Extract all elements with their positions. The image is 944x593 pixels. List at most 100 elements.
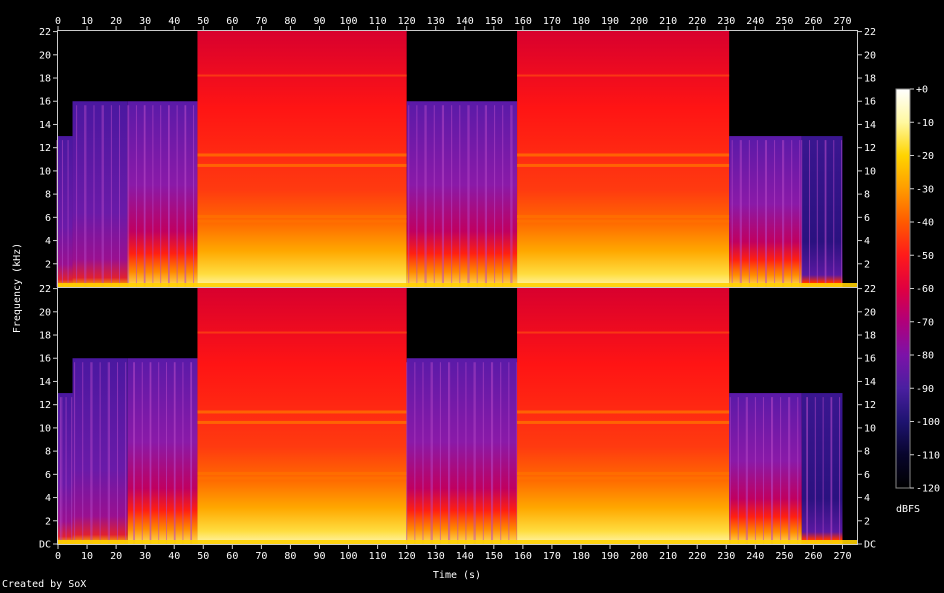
x-tick-label-top: 100 <box>340 16 358 27</box>
x-tick-label-bottom: 250 <box>775 551 793 562</box>
spectrum-segment <box>517 31 730 287</box>
y-tick-label-right: 12 <box>864 400 876 411</box>
harmonic-band <box>197 215 407 219</box>
x-tick-label-bottom: 230 <box>717 551 735 562</box>
x-tick-label-top: 0 <box>55 16 61 27</box>
x-tick-label-top: 150 <box>485 16 503 27</box>
colorbar-tick-label: -30 <box>916 184 934 195</box>
harmonic-band <box>517 472 730 476</box>
x-tick-label-bottom: 120 <box>398 551 416 562</box>
x-tick-label-bottom: 80 <box>284 551 296 562</box>
x-tick-label-top: 200 <box>630 16 648 27</box>
y-tick-label-left: 16 <box>39 354 51 365</box>
y-tick-label-left: 2 <box>45 259 51 270</box>
y-tick-label-left: 12 <box>39 143 51 154</box>
y-tick-label-right: 4 <box>864 493 870 504</box>
harmonic-band <box>197 476 407 480</box>
y-tick-label-right: 6 <box>864 213 870 224</box>
channel-2-plot <box>58 288 857 544</box>
x-tick-label-bottom: 140 <box>456 551 474 562</box>
harmonic-band <box>517 215 730 219</box>
x-tick-label-top: 230 <box>717 16 735 27</box>
x-tick-label-top: 160 <box>514 16 532 27</box>
harmonic-band <box>197 153 407 157</box>
x-tick-label-top: 40 <box>168 16 180 27</box>
x-tick-label-bottom: 240 <box>746 551 764 562</box>
colorbar-tick-label: -50 <box>916 251 934 262</box>
spectrum-segment <box>127 358 198 544</box>
x-tick-label-bottom: 30 <box>139 551 151 562</box>
x-tick-label-bottom: 260 <box>804 551 822 562</box>
y-tick-label-right: 10 <box>864 423 876 434</box>
y-tick-label-left: 8 <box>45 447 51 458</box>
y-tick-label-left: 20 <box>39 50 51 61</box>
x-tick-label-bottom: 60 <box>226 551 238 562</box>
harmonic-band <box>197 331 407 334</box>
x-tick-label-bottom: 180 <box>572 551 590 562</box>
colorbar-tick-label: -120 <box>916 484 940 495</box>
y-tick-label-left: 16 <box>39 97 51 108</box>
colorbar-tick-label: -60 <box>916 284 934 295</box>
y-tick-label-right: 6 <box>864 470 870 481</box>
x-tick-label-top: 50 <box>197 16 209 27</box>
colorbar-tick-label: -80 <box>916 351 934 362</box>
y-tick-label-left: 18 <box>39 331 51 342</box>
x-tick-label-bottom: 130 <box>427 551 445 562</box>
x-tick-label-top: 110 <box>369 16 387 27</box>
x-tick-label-bottom: 110 <box>369 551 387 562</box>
x-tick-label-bottom: 10 <box>81 551 93 562</box>
x-tick-label-bottom: 210 <box>659 551 677 562</box>
channel-1-plot <box>56 31 857 288</box>
bass-floor <box>58 283 857 287</box>
y-tick-label-left: 12 <box>39 400 51 411</box>
colorbar-tick-label: +0 <box>916 85 928 96</box>
y-tick-label-right: 2 <box>864 516 870 527</box>
spectrum-segment <box>197 31 407 287</box>
y-tick-label-right: 20 <box>864 307 876 318</box>
y-tick-label-right: 8 <box>864 447 870 458</box>
y-tick-label-right: 2 <box>864 259 870 270</box>
harmonic-band <box>517 153 730 157</box>
colorbar-tick-label: -70 <box>916 317 934 328</box>
x-tick-label-bottom: 100 <box>340 551 358 562</box>
y-tick-label-right: 22 <box>864 284 876 295</box>
y-tick-label-left: 2 <box>45 516 51 527</box>
x-tick-label-top: 130 <box>427 16 445 27</box>
x-tick-label-top: 190 <box>601 16 619 27</box>
harmonic-band <box>197 410 407 414</box>
y-axis-label: Frequency (kHz) <box>12 243 23 333</box>
colorbar: +0 -10 -20 -30 -40 -50 -60 -70 -80 -90 -100 -110 -12… <box>895 85 940 495</box>
x-tick-label-bottom: 50 <box>197 551 209 562</box>
bass-floor <box>58 540 857 544</box>
y-tick-label-right: 18 <box>864 331 876 342</box>
harmonic-band <box>517 410 730 414</box>
x-tick-label-top: 180 <box>572 16 590 27</box>
y-tick-label-right: 14 <box>864 120 876 131</box>
harmonic-band <box>517 476 730 480</box>
y-tick-label-left: 10 <box>39 166 51 177</box>
y-tick-label-right: 8 <box>864 190 870 201</box>
colorbar-gradient <box>895 88 911 489</box>
y-tick-label-right: 16 <box>864 354 876 365</box>
colorbar-tick-label: -100 <box>916 417 940 428</box>
y-tick-label-left: 22 <box>39 284 51 295</box>
spectrum-segment <box>801 136 843 287</box>
harmonic-band <box>197 163 407 167</box>
y-tick-label-left: 6 <box>45 470 51 481</box>
x-tick-label-bottom: 190 <box>601 551 619 562</box>
x-tick-label-bottom: 90 <box>313 551 325 562</box>
y-tick-label-right: 22 <box>864 27 876 38</box>
y-tick-label-left: 20 <box>39 307 51 318</box>
x-tick-label-bottom: 40 <box>168 551 180 562</box>
x-tick-label-bottom: 160 <box>514 551 532 562</box>
x-tick-label-top: 210 <box>659 16 677 27</box>
x-tick-label-bottom: 220 <box>688 551 706 562</box>
harmonic-band <box>517 331 730 334</box>
x-tick-label-top: 250 <box>775 16 793 27</box>
y-tick-label-right: 20 <box>864 50 876 61</box>
spectrum-segment <box>72 101 128 288</box>
y-tick-label-left: 18 <box>39 74 51 85</box>
spectrum-segment <box>58 136 73 287</box>
harmonic-band <box>197 472 407 476</box>
